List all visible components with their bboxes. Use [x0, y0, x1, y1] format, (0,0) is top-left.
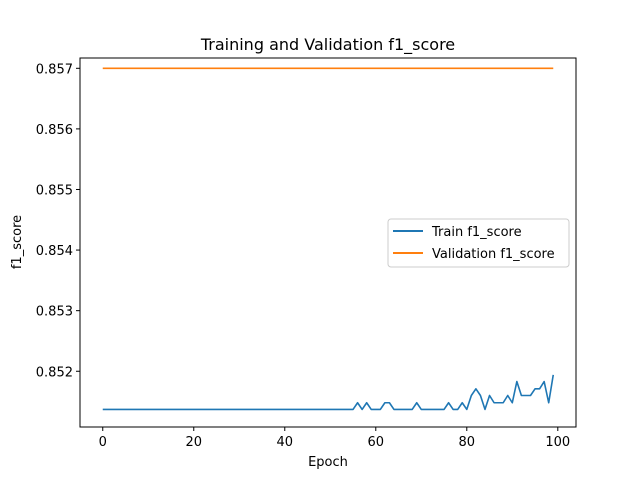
x-tick-label: 100: [545, 435, 570, 450]
x-tick-label: 40: [276, 435, 293, 450]
train-f1-line: [102, 374, 555, 411]
legend-label-validation: Validation f1_score: [432, 247, 555, 262]
chart-title: Training and Validation f1_score: [200, 35, 455, 55]
legend: Train f1_score Validation f1_score: [387, 218, 570, 268]
legend-box: [387, 218, 570, 268]
x-tick-label: 60: [368, 435, 385, 450]
x-axis-label: Epoch: [308, 455, 348, 470]
x-axis: 0 20 40 60 80 100: [99, 427, 570, 450]
y-tick-label: 0.855: [36, 183, 73, 198]
y-axis: 0.852 0.853 0.854 0.855 0.856 0.857: [36, 62, 80, 380]
y-tick-label: 0.856: [36, 123, 73, 138]
y-tick-label: 0.857: [36, 62, 73, 77]
series-lines: [102, 67, 555, 411]
x-tick-label: 80: [459, 435, 476, 450]
y-tick-label: 0.854: [36, 244, 73, 259]
y-tick-label: 0.852: [36, 365, 73, 380]
x-tick-label: 20: [185, 435, 202, 450]
x-tick-label: 0: [99, 435, 107, 450]
y-tick-label: 0.853: [36, 305, 73, 320]
y-axis-label: f1_score: [10, 215, 25, 269]
legend-label-train: Train f1_score: [431, 225, 522, 240]
